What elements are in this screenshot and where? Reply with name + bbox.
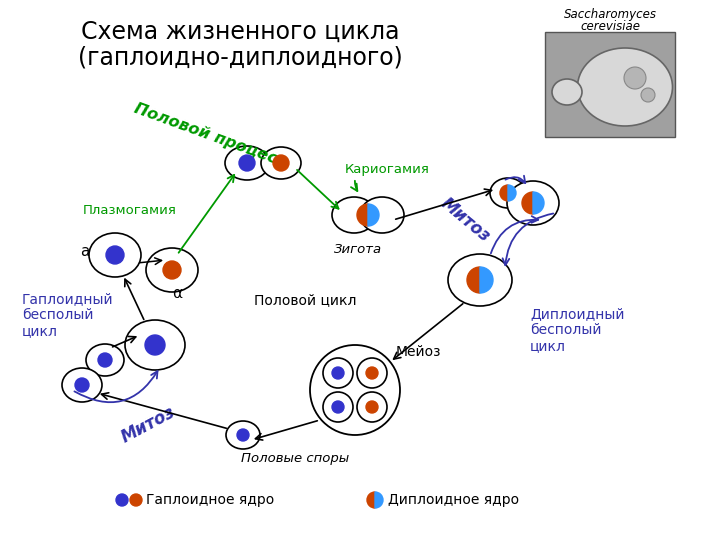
Circle shape	[237, 429, 249, 441]
Circle shape	[624, 67, 646, 89]
Circle shape	[116, 494, 128, 506]
Text: Кариогамия: Кариогамия	[345, 164, 430, 177]
Text: а: а	[81, 245, 90, 260]
Text: Гаплоидное ядро: Гаплоидное ядро	[146, 493, 274, 507]
Circle shape	[641, 88, 655, 102]
Ellipse shape	[360, 197, 404, 233]
Wedge shape	[357, 204, 368, 226]
Ellipse shape	[62, 368, 102, 402]
Wedge shape	[368, 204, 379, 226]
Wedge shape	[367, 492, 375, 508]
Text: cerevisiae: cerevisiae	[580, 20, 640, 33]
Circle shape	[98, 353, 112, 367]
Ellipse shape	[146, 248, 198, 292]
Text: Saccharomyces: Saccharomyces	[564, 8, 657, 21]
Circle shape	[75, 378, 89, 392]
Text: Зигота: Зигота	[334, 243, 382, 256]
Ellipse shape	[323, 358, 353, 388]
Text: Митоз: Митоз	[437, 194, 493, 246]
Ellipse shape	[577, 48, 672, 126]
Circle shape	[163, 261, 181, 279]
Text: α: α	[172, 287, 182, 301]
Ellipse shape	[125, 320, 185, 370]
Text: Плазмогамия: Плазмогамия	[83, 204, 177, 217]
Wedge shape	[480, 267, 493, 293]
Ellipse shape	[507, 181, 559, 225]
Ellipse shape	[552, 79, 582, 105]
Ellipse shape	[490, 178, 526, 208]
Ellipse shape	[448, 254, 512, 306]
Text: Половые споры: Половые споры	[241, 452, 349, 465]
Text: Половой процесс: Половой процесс	[132, 100, 288, 170]
Text: Митоз: Митоз	[118, 403, 178, 447]
Text: (гаплоидно-диплоидного): (гаплоидно-диплоидного)	[78, 45, 402, 69]
Circle shape	[332, 367, 344, 379]
Circle shape	[145, 335, 165, 355]
Ellipse shape	[357, 358, 387, 388]
Text: Половой цикл: Половой цикл	[253, 293, 356, 307]
Ellipse shape	[89, 233, 141, 277]
Ellipse shape	[225, 146, 269, 180]
Text: Диплоидный
бесполый
цикл: Диплоидный бесполый цикл	[530, 307, 624, 353]
Circle shape	[332, 401, 344, 413]
Text: Гаплоидный
бесполый
цикл: Гаплоидный бесполый цикл	[22, 292, 114, 338]
Text: Схема жизненного цикла: Схема жизненного цикла	[81, 20, 400, 44]
Wedge shape	[522, 192, 533, 214]
Circle shape	[366, 401, 378, 413]
Text: Диплоидное ядро: Диплоидное ядро	[388, 493, 519, 507]
Circle shape	[310, 345, 400, 435]
Circle shape	[130, 494, 142, 506]
Text: Мейоз: Мейоз	[395, 345, 441, 359]
Ellipse shape	[357, 392, 387, 422]
Circle shape	[106, 246, 124, 264]
Ellipse shape	[86, 344, 124, 376]
Ellipse shape	[261, 147, 301, 179]
Wedge shape	[375, 492, 383, 508]
Wedge shape	[467, 267, 480, 293]
Ellipse shape	[226, 421, 260, 449]
Circle shape	[273, 155, 289, 171]
Wedge shape	[508, 185, 516, 201]
Circle shape	[239, 155, 255, 171]
Bar	[545, 32, 675, 137]
Wedge shape	[500, 185, 508, 201]
Wedge shape	[533, 192, 544, 214]
Ellipse shape	[323, 392, 353, 422]
Ellipse shape	[332, 197, 376, 233]
Circle shape	[366, 367, 378, 379]
